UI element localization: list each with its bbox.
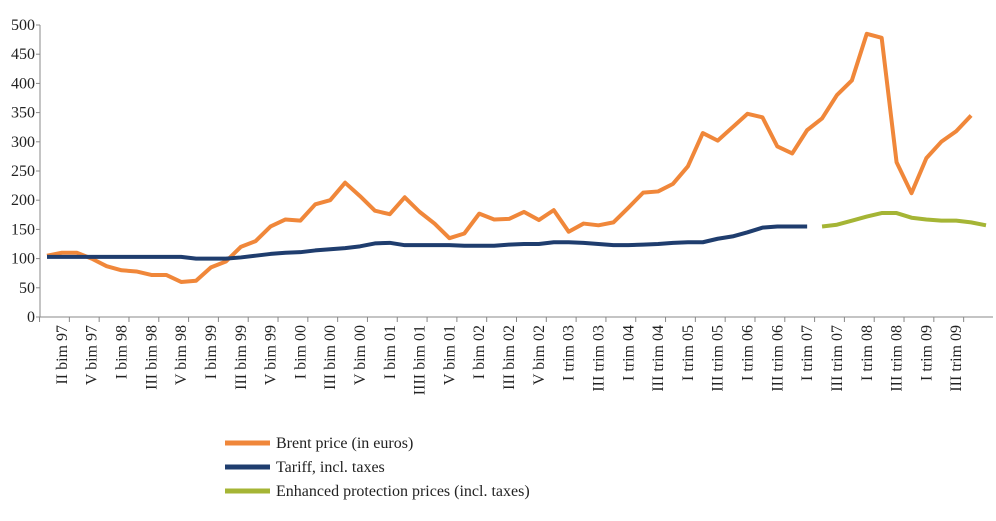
x-tick-label: I trim 06 xyxy=(740,325,757,381)
y-tick-label: 250 xyxy=(11,163,35,180)
x-tick-label: V bim 99 xyxy=(263,325,280,385)
x-tick-label: I bim 99 xyxy=(203,325,220,379)
x-tick-label: V bim 97 xyxy=(84,325,101,385)
x-tick-label: I trim 05 xyxy=(680,325,697,381)
x-tick-label: III bim 00 xyxy=(322,325,339,390)
x-tick-label: III trim 06 xyxy=(769,325,786,392)
x-tick-label: III trim 05 xyxy=(710,325,727,392)
series-line xyxy=(821,211,987,229)
x-tick-label: II bim 97 xyxy=(54,325,71,385)
x-tick-label: IIII bim 01 xyxy=(412,325,429,395)
x-tick-label: V bim 98 xyxy=(173,325,190,385)
x-tick-label: III trim 07 xyxy=(829,325,846,392)
x-tick-label: I bim 98 xyxy=(114,325,131,379)
x-tick-label: III bim 02 xyxy=(501,325,518,390)
x-tick-label: III bim 98 xyxy=(143,325,160,390)
x-tick-label: III trim 04 xyxy=(650,325,667,392)
x-tick-label: V bim 01 xyxy=(441,325,458,385)
x-tick-label: V bim 02 xyxy=(531,325,548,385)
x-tick-label: I trim 07 xyxy=(799,325,816,381)
y-tick-label: 450 xyxy=(11,46,35,63)
x-tick-label: V bim 00 xyxy=(352,325,369,385)
series-line xyxy=(46,31,973,284)
x-tick-label: I trim 04 xyxy=(620,325,637,381)
x-tick-label: I trim 08 xyxy=(859,325,876,381)
y-tick-label: 350 xyxy=(11,105,35,122)
y-tick-label: 50 xyxy=(19,280,35,297)
x-tick-label: I trim 09 xyxy=(918,325,935,381)
y-tick-label: 100 xyxy=(11,251,35,268)
legend-label: Tariff, incl. taxes xyxy=(276,459,385,476)
x-tick-label: I bim 02 xyxy=(471,325,488,379)
x-tick-label: I bim 01 xyxy=(382,325,399,379)
series-line xyxy=(47,224,808,261)
x-tick-label: III trim 03 xyxy=(590,325,607,392)
x-tick-label: I bim 00 xyxy=(292,325,309,379)
y-tick-label: 300 xyxy=(11,134,35,151)
legend-label: Enhanced protection prices (incl. taxes) xyxy=(276,483,530,500)
x-tick-label: I trim 03 xyxy=(561,325,578,381)
y-tick-label: 0 xyxy=(27,309,35,326)
legend-label: Brent price (in euros) xyxy=(276,435,413,452)
y-tick-label: 150 xyxy=(11,221,35,238)
y-tick-label: 400 xyxy=(11,75,35,92)
y-tick-label: 500 xyxy=(11,17,35,34)
x-tick-label: III trim 09 xyxy=(948,325,965,392)
x-tick-label: III trim 08 xyxy=(889,325,906,392)
x-tick-label: III bim 99 xyxy=(233,325,250,390)
y-tick-label: 200 xyxy=(11,192,35,209)
